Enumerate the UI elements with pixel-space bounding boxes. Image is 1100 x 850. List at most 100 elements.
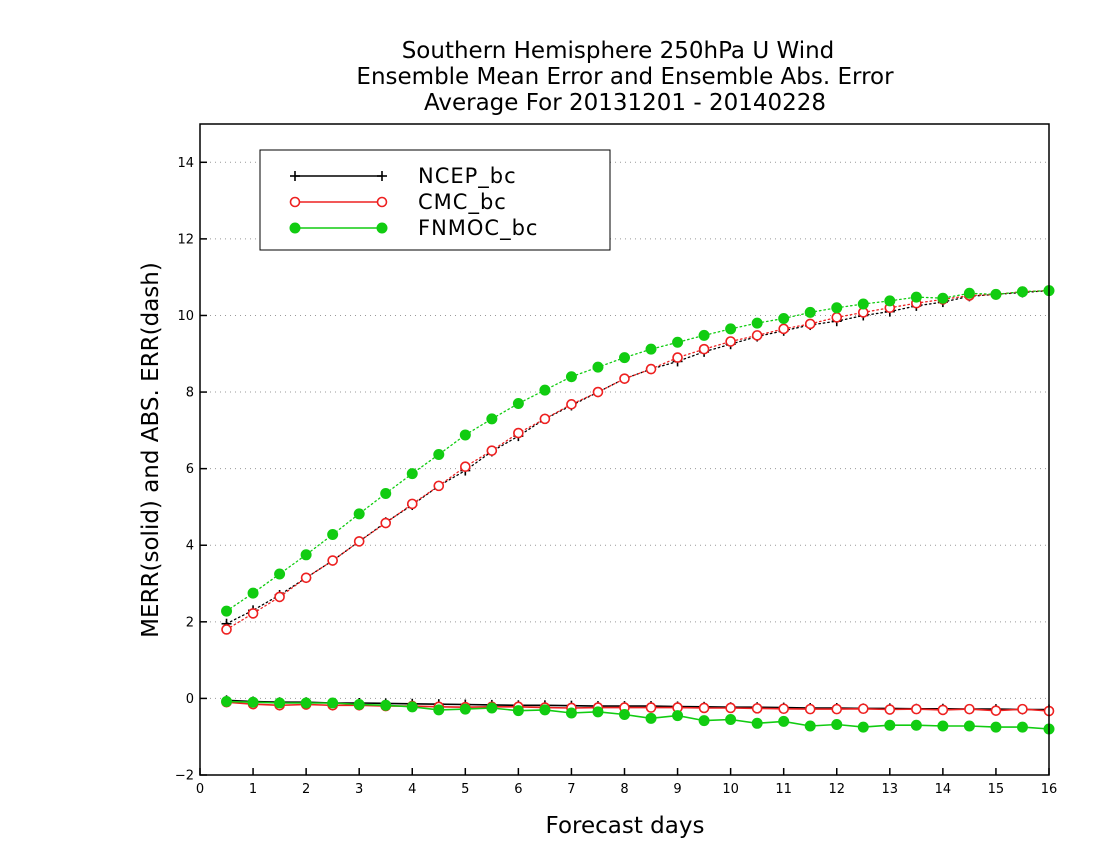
series-cmc-bc-abs-err-point-5: [353, 536, 365, 547]
series-fnmoc-bc-mean-err-point-17: [672, 710, 684, 722]
x-tick-label-14: 14: [935, 782, 952, 797]
series-fnmoc-bc-abs-err-point-24: [857, 298, 869, 310]
series-cmc-bc-mean-err-point-22: [804, 703, 816, 715]
series-fnmoc-bc-mean-err-point-9: [459, 703, 471, 715]
series-fnmoc-bc-abs-err-point-4: [327, 529, 339, 541]
series-cmc-bc-abs-err-point-7: [406, 498, 418, 510]
series-fnmoc-bc-abs-err-point-13: [565, 371, 577, 383]
y-tick-label-5: 8: [186, 386, 194, 401]
series-fnmoc-bc-abs-err-point-9: [459, 429, 471, 441]
x-tick-label-11: 11: [775, 782, 792, 797]
series-fnmoc-bc-mean-err-point-7: [406, 701, 418, 713]
series-cmc-bc-abs-err-point-19: [725, 336, 736, 347]
x-axis-label: Forecast days: [546, 813, 705, 839]
y-axis-label: MERR(solid) and ABS. ERR(dash): [138, 262, 164, 638]
series-cmc-bc-mean-err-point-25: [884, 704, 896, 715]
series-fnmoc-bc-mean-err-point-26: [910, 719, 922, 731]
series-fnmoc-bc-mean-err-point-27: [937, 720, 949, 732]
legend-marker-left-cmc-bc: [289, 196, 301, 208]
y-tick-label-1: 0: [186, 692, 194, 707]
series-cmc-bc-mean-err-point-23: [831, 703, 843, 715]
series-fnmoc-bc-abs-err-point-22: [804, 306, 816, 318]
series-cmc-bc-abs-err-point-6: [380, 517, 392, 529]
series-fnmoc-bc-abs-err-point-18: [698, 329, 710, 341]
series-fnmoc-bc-abs-err-point-8: [433, 448, 445, 460]
series-fnmoc-bc-abs-err-point-1: [247, 587, 259, 599]
y-tick-label-2: 2: [186, 615, 194, 630]
series-fnmoc-bc-mean-err-point-21: [778, 715, 790, 727]
x-tick-label-7: 7: [567, 782, 575, 797]
series-fnmoc-bc-mean-err-point-18: [698, 715, 710, 727]
legend-marker-right-cmc-bc: [376, 196, 388, 208]
x-tick-label-13: 13: [882, 782, 899, 797]
legend-marker-left-ncep-bc: [290, 171, 300, 181]
series-fnmoc-bc-abs-err-point-7: [406, 468, 418, 480]
series-fnmoc-bc-mean-err-point-20: [751, 717, 763, 729]
series-fnmoc-bc-mean-err-point-0: [221, 695, 233, 707]
series-cmc-bc-mean-err-point-24: [857, 703, 869, 715]
series-fnmoc-bc-abs-err-point-3: [300, 549, 312, 561]
series-cmc-bc-abs-err-point-17: [672, 352, 683, 363]
x-tick-label-9: 9: [673, 782, 681, 797]
x-tick-label-16: 16: [1041, 782, 1058, 797]
series-fnmoc-bc-mean-err-point-19: [725, 713, 737, 725]
series-fnmoc-bc-mean-err-point-16: [645, 712, 657, 724]
legend-label-fnmoc-bc: FNMOC_bc: [418, 216, 538, 241]
y-tick-label-7: 12: [177, 232, 194, 247]
series-fnmoc-bc-abs-err-point-12: [539, 384, 551, 396]
y-tick-label-8: 14: [177, 156, 194, 171]
series-cmc-bc-mean-err-point-20: [751, 703, 763, 714]
series-fnmoc-bc-abs-err-point-29: [990, 288, 1002, 300]
legend-marker-right-ncep-bc: [377, 171, 387, 181]
x-tick-label-2: 2: [302, 782, 310, 797]
chart-title-line-3: Average For 20131201 - 20140228: [424, 90, 826, 116]
series-fnmoc-bc-abs-err-point-25: [884, 295, 896, 307]
series-fnmoc-bc-mean-err-point-24: [857, 721, 869, 733]
series-cmc-bc-abs-err-point-4: [327, 555, 338, 566]
series-fnmoc-bc-mean-err-point-11: [512, 705, 524, 717]
legend-box: [259, 149, 611, 251]
series-fnmoc-bc-mean-err-point-30: [1016, 721, 1028, 733]
series-fnmoc-bc-mean-err-point-13: [565, 707, 577, 719]
series-cmc-bc-mean-err-point-28: [964, 703, 975, 715]
series-fnmoc-bc-mean-err-point-8: [433, 704, 445, 716]
series-fnmoc-bc-abs-err-point-30: [1016, 286, 1028, 298]
series-fnmoc-bc-mean-err-point-12: [539, 704, 551, 716]
series-fnmoc-bc-mean-err-point-10: [486, 702, 498, 714]
series-fnmoc-bc-mean-err-point-22: [804, 720, 816, 732]
series-fnmoc-bc-mean-err-point-2: [274, 697, 286, 709]
x-tick-label-8: 8: [620, 782, 628, 797]
series-cmc-bc-abs-err-point-2: [274, 591, 285, 603]
series-ncep-bc-abs-err-line: [225, 289, 1050, 625]
x-tick-label-1: 1: [249, 782, 257, 797]
chart-title-line-2: Ensemble Mean Error and Ensemble Abs. Er…: [356, 64, 894, 90]
series-fnmoc-bc-abs-err-point-15: [619, 352, 630, 364]
legend-label-ncep-bc: NCEP_bc: [418, 164, 517, 189]
series-cmc-bc-abs-err-point-16: [645, 363, 657, 375]
legend-entry-fnmoc-bc: FNMOC_bc: [289, 216, 538, 241]
series-cmc-bc-abs-err-point-9: [460, 461, 471, 473]
legend-entry-cmc-bc: CMC_bc: [289, 190, 506, 215]
series-fnmoc-bc-mean-err-point-3: [300, 697, 312, 709]
x-tick-label-3: 3: [355, 782, 363, 797]
series-fnmoc-bc-mean-err-point-28: [963, 720, 975, 732]
series-fnmoc-bc-mean-err-point-15: [619, 708, 630, 720]
x-tick-label-10: 10: [722, 782, 739, 797]
series-cmc-bc-mean-err-point-26: [911, 703, 922, 715]
series-fnmoc-bc-mean-err-point-14: [592, 706, 604, 718]
series-fnmoc-bc-abs-err-point-28: [963, 287, 975, 299]
series-fnmoc-bc-mean-err-point-23: [831, 718, 843, 730]
legend-marker-right-fnmoc-bc: [376, 222, 388, 234]
series-layer: [221, 285, 1055, 735]
series-cmc-bc-abs-err-line: [225, 289, 1050, 631]
series-fnmoc-bc-abs-err-point-6: [380, 488, 392, 500]
series-cmc-bc-mean-err-point-16: [645, 702, 657, 713]
y-tick-label-4: 6: [186, 462, 194, 477]
series-cmc-bc-abs-err-point-8: [433, 480, 445, 492]
series-cmc-bc-abs-err-point-11: [513, 427, 524, 439]
series-cmc-bc-abs-err-point-20: [751, 330, 763, 341]
